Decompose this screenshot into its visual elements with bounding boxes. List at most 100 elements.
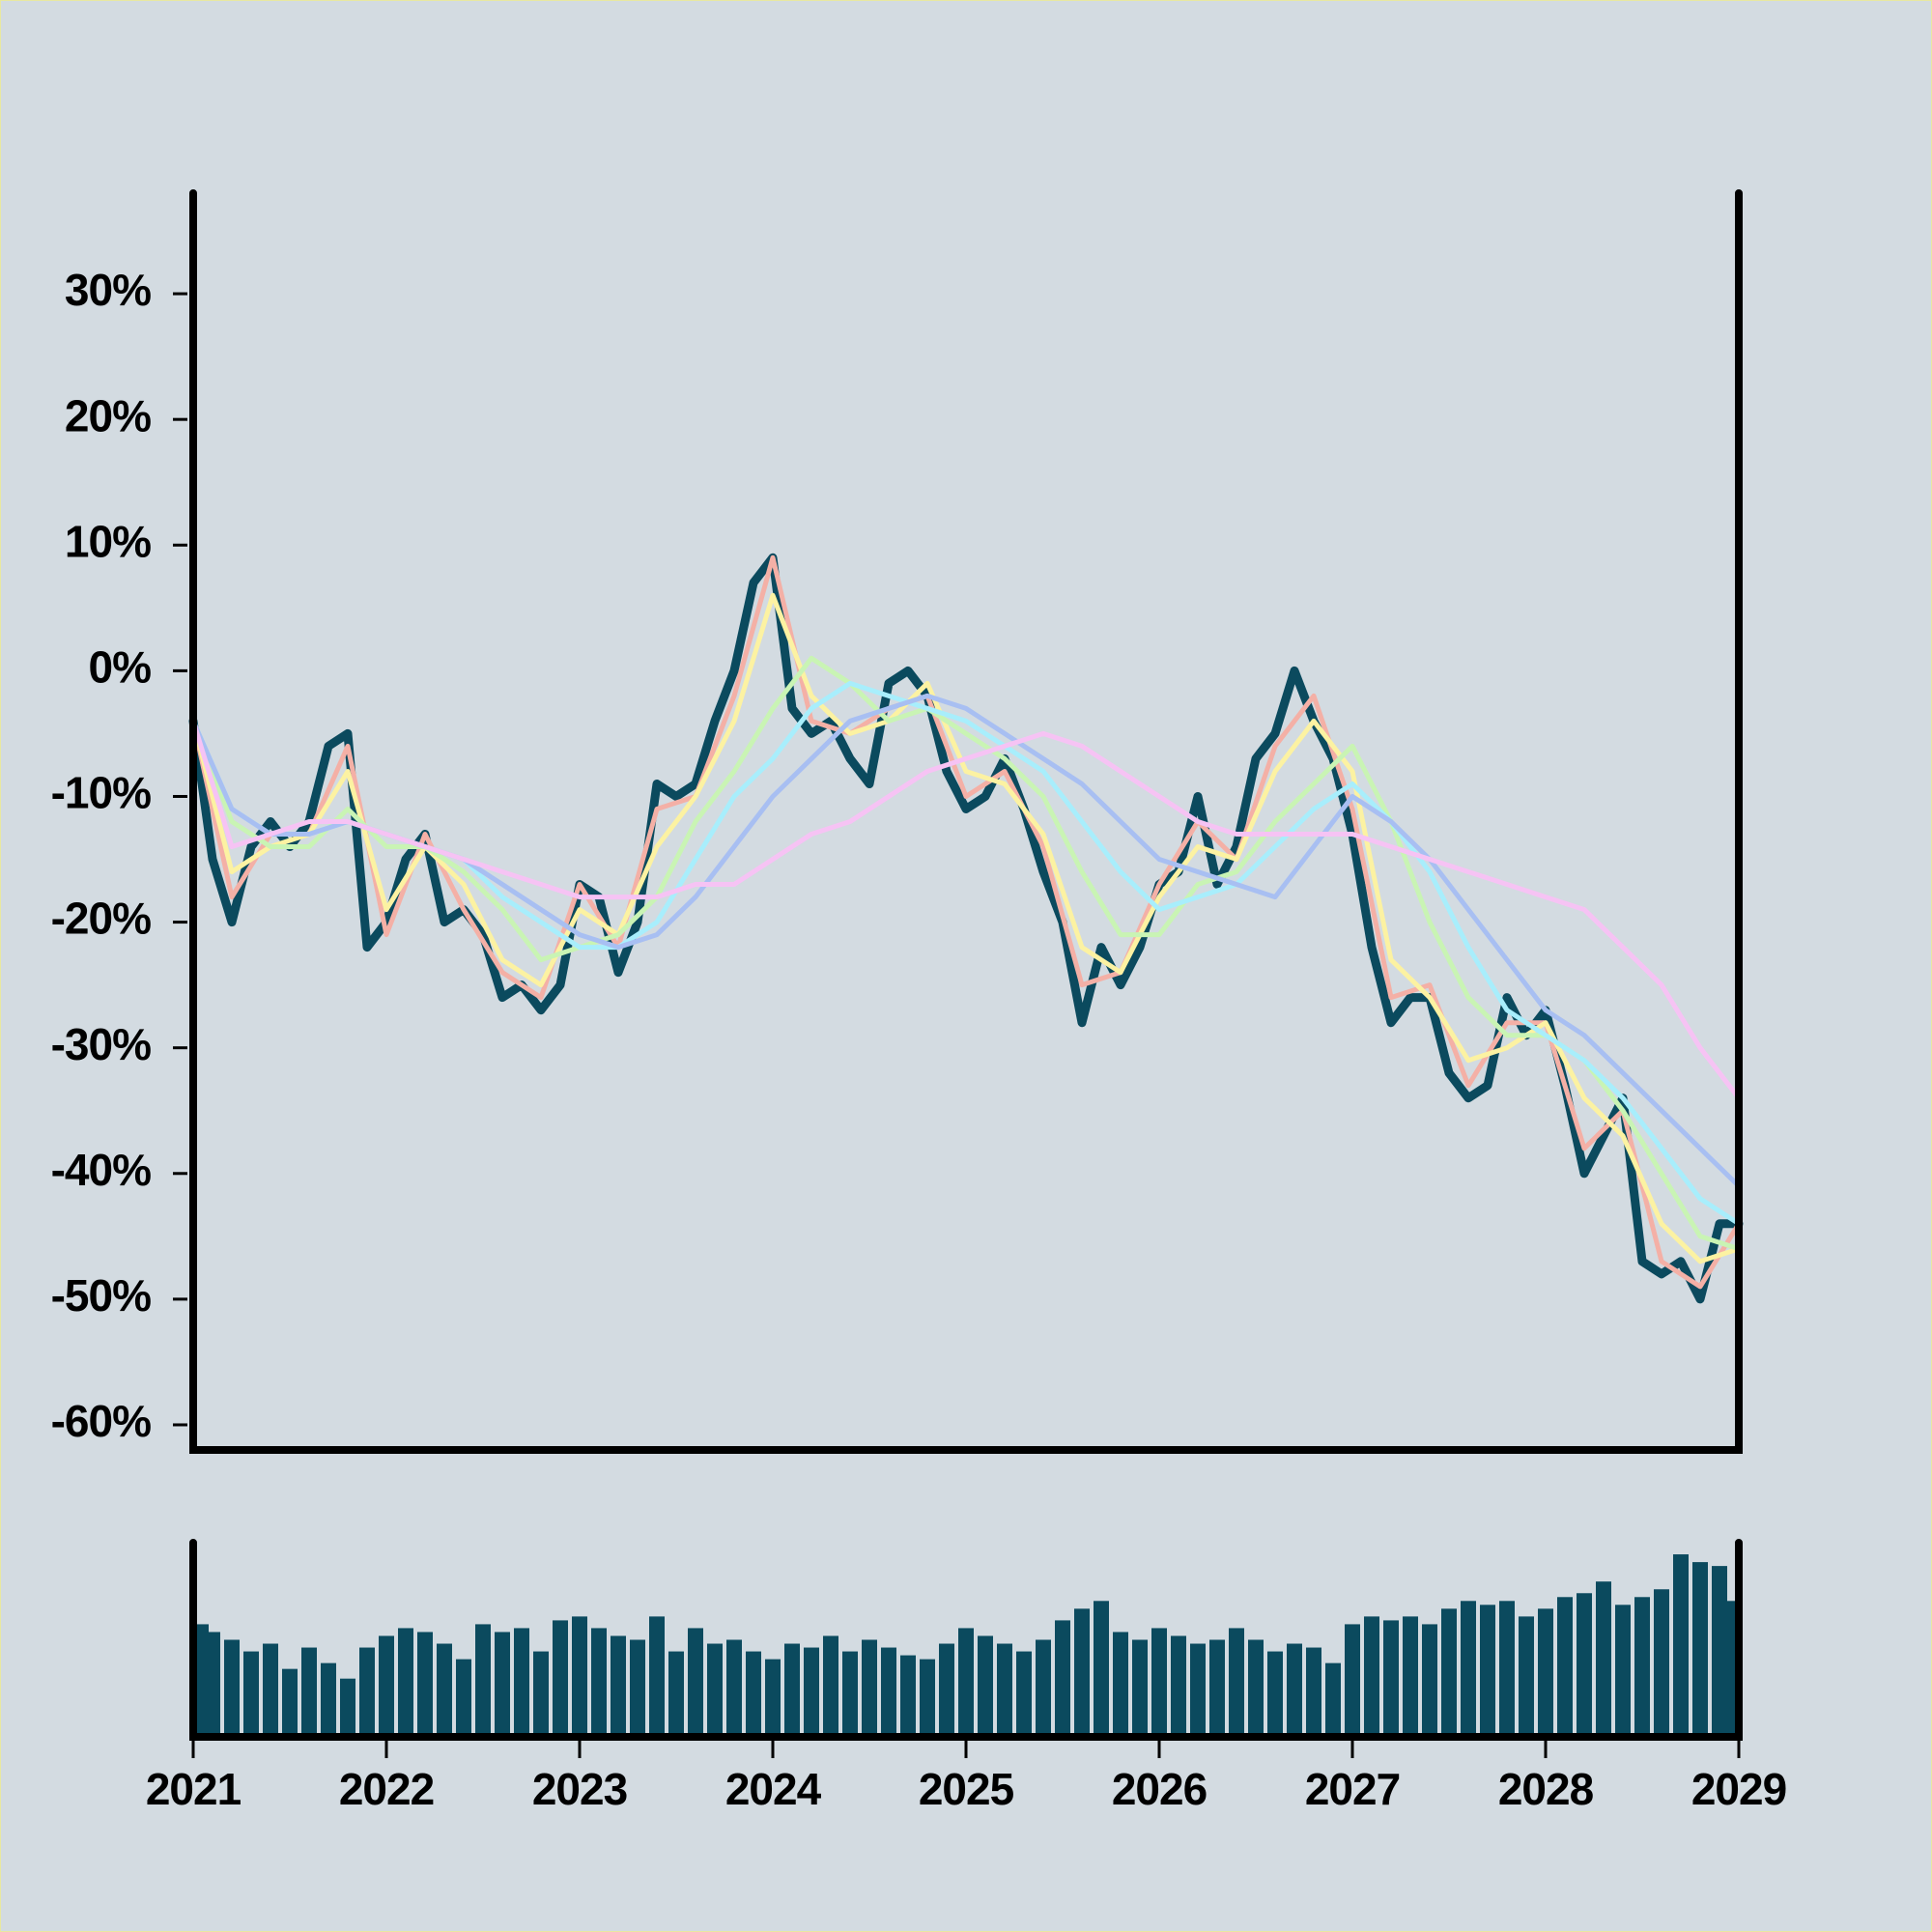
volume-bar: [1422, 1624, 1437, 1737]
volume-bar: [784, 1643, 800, 1737]
volume-bar: [1692, 1562, 1708, 1737]
x-tick-label: 2021: [146, 1764, 242, 1814]
x-tick-label: 2028: [1498, 1764, 1594, 1814]
x-tick-label: 2026: [1112, 1764, 1207, 1814]
x-tick-label: 2025: [919, 1764, 1014, 1814]
moving-average-line: [190, 592, 1742, 1264]
y-tick-label: -30%: [51, 1019, 151, 1069]
x-tick-label: 2024: [725, 1764, 822, 1814]
volume-bar: [243, 1651, 259, 1737]
y-tick-label: -20%: [51, 894, 151, 944]
volume-bar: [495, 1632, 510, 1737]
volume-bar: [668, 1651, 684, 1737]
volume-bar: [224, 1639, 240, 1737]
volume-bar: [707, 1643, 723, 1737]
volume-bar: [1634, 1597, 1650, 1737]
moving-average-line: [190, 718, 1742, 1101]
y-tick-label: 20%: [65, 390, 151, 440]
x-tick-label: 2029: [1691, 1764, 1786, 1814]
volume-bar: [630, 1639, 645, 1737]
volume-bar: [1094, 1601, 1109, 1737]
volume-bar: [1171, 1635, 1186, 1737]
volume-bar: [398, 1628, 413, 1737]
volume-bar: [340, 1678, 355, 1737]
y-tick-label: -60%: [51, 1396, 151, 1446]
moving-average-line: [190, 554, 1742, 1290]
volume-bar: [1673, 1554, 1689, 1737]
volume-bar: [417, 1632, 433, 1737]
volume-bar: [1151, 1628, 1167, 1737]
volume-bar: [1557, 1597, 1573, 1737]
price-spines: [189, 189, 1743, 1454]
volume-bar: [1016, 1651, 1032, 1737]
volume-bar: [1596, 1581, 1611, 1737]
volume-bar: [688, 1628, 703, 1737]
volume-bar: [862, 1639, 877, 1737]
volume-bar: [900, 1655, 916, 1737]
volume-bar: [1364, 1616, 1379, 1737]
y-tick-label: -40%: [51, 1145, 151, 1195]
volume-bar: [1209, 1639, 1225, 1737]
volume-bar: [1577, 1593, 1592, 1737]
y-tick-label: -10%: [51, 768, 151, 818]
volume-bar: [321, 1662, 336, 1737]
y-tick-label: -50%: [51, 1270, 151, 1321]
volume-bar: [1190, 1643, 1206, 1737]
volume-bar: [205, 1632, 220, 1737]
volume-bar: [1383, 1620, 1399, 1737]
volume-bar: [1287, 1643, 1302, 1737]
x-tick-label: 2022: [339, 1764, 434, 1814]
volume-bar: [514, 1628, 529, 1737]
volume-bar: [1441, 1608, 1457, 1737]
volume-bar: [1229, 1628, 1244, 1737]
volume-bar: [881, 1647, 896, 1737]
volume-bar: [804, 1647, 819, 1737]
volume-bar: [611, 1635, 626, 1737]
y-tick-label: 30%: [65, 265, 151, 315]
volume-bar: [533, 1651, 549, 1737]
volume-bar: [591, 1628, 607, 1737]
volume-bar: [997, 1643, 1012, 1737]
volume-bar: [572, 1616, 587, 1737]
x-tick-label: 2023: [532, 1764, 627, 1814]
volume-bar: [1538, 1608, 1553, 1737]
y-tick-label: 0%: [89, 642, 152, 693]
volume-bar: [1480, 1605, 1495, 1737]
volume-bar: [978, 1635, 993, 1737]
volume-bar: [649, 1616, 665, 1737]
volume-bar: [282, 1668, 298, 1737]
volume-bar: [1403, 1616, 1418, 1737]
volume-bar: [726, 1639, 742, 1737]
volume-bar: [1325, 1662, 1341, 1737]
volume-bar: [1519, 1616, 1534, 1737]
volume-bar: [823, 1635, 838, 1737]
volume-bar: [359, 1647, 375, 1737]
volume-bar: [958, 1628, 974, 1737]
volume-bar: [379, 1635, 394, 1737]
volume-bar: [1499, 1601, 1515, 1737]
volume-bar: [939, 1643, 954, 1737]
volume-bar: [842, 1651, 858, 1737]
volume-bar: [475, 1624, 491, 1737]
volume-bar: [746, 1651, 761, 1737]
volume-panel: 2021 2022 2023 2024 2025 2026 2027 2028 2029: [146, 1554, 1787, 1814]
volume-bar: [1074, 1608, 1090, 1737]
volume-bar: [920, 1659, 935, 1737]
volume-bar: [1132, 1639, 1148, 1737]
volume-bar: [1036, 1639, 1051, 1737]
volume-bar: [437, 1643, 452, 1737]
volume-bar: [1113, 1632, 1128, 1737]
volume-bar: [456, 1659, 471, 1737]
x-tick-label: 2027: [1305, 1764, 1400, 1814]
volume-bar: [1654, 1589, 1669, 1737]
volume-bar: [765, 1659, 781, 1737]
volume-bar: [1055, 1620, 1070, 1737]
volume-bar: [553, 1620, 568, 1737]
volume-bar: [1461, 1601, 1476, 1737]
y-tick-label: 10%: [65, 516, 151, 566]
volume-bar: [1345, 1624, 1360, 1737]
volume-bar: [301, 1647, 317, 1737]
axes: [189, 189, 1743, 1741]
volume-bar: [1267, 1651, 1283, 1737]
